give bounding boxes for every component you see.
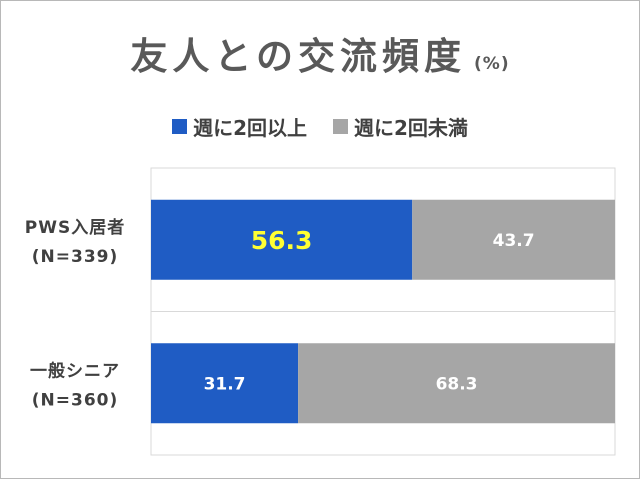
legend-item-series-1: 週に2回以上 <box>172 112 307 141</box>
legend-label-series-1: 週に2回以上 <box>193 116 307 140</box>
title-block: 友人との交流頻度 (%) <box>0 26 640 80</box>
legend-swatch-series-2 <box>333 119 348 134</box>
category-label: PWS入居者(N=339) <box>25 217 125 267</box>
legend-swatch-series-1 <box>172 119 188 134</box>
bar-segment <box>412 199 615 280</box>
data-label: 31.7 <box>204 374 246 394</box>
legend-label-series-2: 週に2回未満 <box>354 116 468 140</box>
unit-label: (%) <box>474 54 510 74</box>
category-label: 一般シニア(N=360) <box>30 360 120 410</box>
legend: 週に2回以上 週に2回未満 <box>0 112 640 141</box>
bar-segment <box>298 343 615 424</box>
data-label: 56.3 <box>251 226 313 255</box>
data-label: 43.7 <box>493 231 535 251</box>
bar-segment <box>151 199 413 280</box>
data-label: 68.3 <box>436 374 478 394</box>
legend-item-series-2: 週に2回未満 <box>333 112 468 141</box>
bar-segment <box>151 343 299 424</box>
chart-title: 友人との交流頻度 <box>130 35 467 78</box>
